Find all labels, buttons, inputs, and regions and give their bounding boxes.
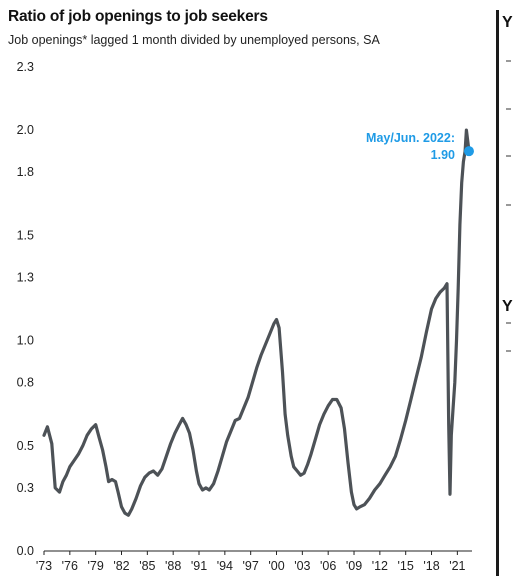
annotation: May/Jun. 2022: 1.90 [366,131,474,162]
y-tick-label: 1.3 [17,270,34,284]
series-line [42,128,471,517]
y-tick-label: 0.0 [17,544,34,558]
highlight-point [463,146,474,157]
y-tick-label: 0.3 [17,481,34,495]
x-tick-label: '97 [243,559,259,573]
panel-divider [496,10,499,576]
adjacent-panel-mark [506,155,511,157]
adjacent-panel-mark [506,60,511,62]
x-tick-label: '73 [36,559,52,573]
y-tick-label: 2.0 [17,123,34,137]
chart-subtitle: Job openings* lagged 1 month divided by … [8,33,380,47]
y-tick-label: 2.3 [17,60,34,74]
x-tick-label: '09 [346,559,362,573]
adjacent-panel-mark [506,108,511,110]
x-tick-label: '12 [372,559,388,573]
callout-label: May/Jun. 2022: [366,131,455,145]
y-tick-label: 1.0 [17,334,34,348]
y-tick-label: 1.8 [17,165,34,179]
x-tick-label: '94 [217,559,233,573]
callout-value: 1.90 [431,148,455,162]
adjacent-panel-glyph: Y [502,298,513,315]
y-axis: 0.0 0.3 0.5 0.8 1.0 1.3 1.5 1.8 2.0 2.3 [17,60,34,558]
chart-title: Ratio of job openings to job seekers [8,8,268,25]
x-tick-label: '03 [294,559,310,573]
x-tick-label: '00 [268,559,284,573]
x-tick-label: '76 [62,559,78,573]
adjacent-panel-mark [506,204,511,206]
x-tick-label: '15 [398,559,414,573]
x-tick-label: '82 [113,559,129,573]
y-tick-label: 0.5 [17,439,34,453]
adjacent-panel-mark [506,350,511,352]
x-tick-label: '85 [139,559,155,573]
adjacent-panel-mark [506,322,511,324]
x-tick-label: '88 [165,559,181,573]
adjacent-panel-glyph: Y [502,14,513,31]
x-tick-label: '06 [320,559,336,573]
y-tick-label: 1.5 [17,228,34,242]
x-tick-label: '21 [449,559,465,573]
y-tick-label: 0.8 [17,376,34,390]
plot-area [42,128,471,517]
x-tick-label: '79 [88,559,104,573]
x-axis: '73 '76 '79 '82 '85 '88 '91 '94 '97 '00 '03 '06 '09 '… [36,550,472,573]
x-tick-label: '18 [423,559,439,573]
x-tick-label: '91 [191,559,207,573]
line-chart: 0.0 0.3 0.5 0.8 1.0 1.3 1.5 1.8 2.0 2.3 '73 '76 '79… [17,60,474,573]
